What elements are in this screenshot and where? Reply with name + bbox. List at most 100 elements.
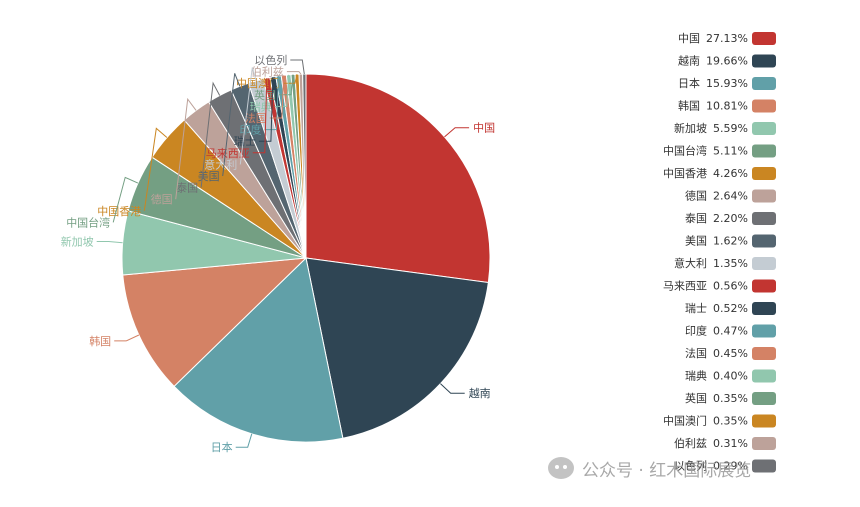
legend-swatch-10: [752, 257, 776, 270]
legend-swatch-8: [752, 212, 776, 225]
legend-swatch-6: [752, 167, 776, 180]
pie-slice-0[interactable]: [305, 73, 491, 284]
legend-swatch-16: [752, 392, 776, 405]
slice-label-6: 中国香港: [97, 205, 141, 218]
legend-item-6[interactable]: 中国香港 4.26%: [663, 167, 776, 180]
leader-line-1: [440, 383, 465, 394]
legend-item-12[interactable]: 瑞士 0.52%: [685, 301, 776, 315]
legend-value: 1.35%: [713, 257, 748, 270]
legend-item-18[interactable]: 伯利兹 0.31%: [674, 436, 776, 450]
legend-item-13[interactable]: 印度 0.47%: [685, 324, 776, 338]
legend-item-7[interactable]: 德国 2.64%: [685, 189, 776, 203]
slice-label-11: 马来西亚: [206, 147, 250, 160]
watermark: 公众号 · 红木国际展览: [548, 453, 751, 483]
legend-label-18: 伯利兹 0.31%: [674, 436, 748, 450]
legend-value: 0.31%: [713, 437, 748, 450]
slice-label-12: 瑞士: [234, 134, 256, 148]
legend-name: 中国: [678, 32, 700, 45]
legend-name: 中国澳门: [663, 414, 707, 428]
pie-labels: 中国越南以色列伯利兹中国澳门英国瑞典法国印度瑞士马来西亚意大利美国泰国德国中国香…: [61, 53, 495, 454]
legend-value: 0.56%: [713, 280, 748, 293]
legend-name: 日本: [678, 76, 700, 90]
legend-value: 0.40%: [713, 370, 748, 383]
legend-value: 0.45%: [713, 347, 748, 360]
legend-label-10: 意大利 1.35%: [674, 256, 748, 270]
slice-label-10: 意大利: [204, 157, 237, 171]
slice-label-4: 新加坡: [61, 235, 94, 249]
legend-item-14[interactable]: 法国 0.45%: [685, 346, 776, 360]
leader-line-2: [235, 433, 253, 448]
legend-item-9[interactable]: 美国 1.62%: [685, 234, 776, 248]
legend-item-5[interactable]: 中国台湾 5.11%: [663, 144, 776, 158]
legend-value: 2.64%: [713, 190, 748, 203]
wechat-logo-icon: [548, 457, 574, 479]
leader-line-12: [258, 76, 274, 142]
pie-slices: [121, 73, 491, 443]
legend-swatch-4: [752, 122, 776, 135]
slice-label-18: 伯利兹: [251, 65, 284, 79]
legend-value: 10.81%: [706, 100, 748, 113]
leader-line-13: [264, 76, 279, 131]
leader-line-18: [286, 71, 302, 75]
slice-label-14: 法国: [245, 111, 267, 125]
legend-item-3[interactable]: 韩国 10.81%: [678, 99, 776, 113]
legend-label-4: 新加坡 5.59%: [674, 121, 748, 135]
legend-swatch-5: [752, 144, 776, 158]
leader-line-3: [114, 334, 140, 342]
slice-label-16: 英国: [254, 88, 276, 102]
pie-slice-2[interactable]: [173, 257, 344, 443]
legend-value: 4.26%: [713, 167, 748, 180]
slice-label-5: 中国台湾: [66, 215, 110, 229]
slice-label-7: 德国: [151, 192, 173, 206]
legend-item-0[interactable]: 中国 27.13%: [678, 32, 776, 45]
legend-swatch-1: [752, 54, 776, 68]
legend-item-4[interactable]: 新加坡 5.59%: [674, 121, 776, 135]
legend-value: 0.47%: [713, 325, 748, 338]
pie-slice-1[interactable]: [305, 257, 489, 439]
legend-item-16[interactable]: 英国 0.35%: [685, 391, 776, 405]
legend: 中国 27.13% 越南 19.66% 日本 15.93% 韩国 10.81% 新加坡 5.59%…: [663, 32, 776, 473]
legend-item-11[interactable]: 马来西亚 0.56%: [663, 279, 776, 293]
slice-label-8: 泰国: [176, 181, 198, 195]
leader-line-15: [274, 74, 290, 107]
legend-item-19[interactable]: 以色列 0.29%: [674, 459, 776, 473]
legend-label-12: 瑞士 0.52%: [685, 301, 748, 315]
legend-label-3: 韩国 10.81%: [678, 99, 748, 113]
legend-value: 19.66%: [706, 55, 748, 68]
legend-label-15: 瑞典 0.40%: [685, 369, 748, 383]
legend-item-8[interactable]: 泰国 2.20%: [685, 211, 776, 225]
legend-label-11: 马来西亚 0.56%: [663, 280, 748, 293]
leader-line-14: [269, 75, 285, 119]
legend-value: 0.35%: [713, 392, 748, 405]
legend-label-17: 中国澳门 0.35%: [663, 414, 748, 428]
legend-swatch-18: [752, 437, 776, 450]
legend-swatch-2: [752, 77, 776, 90]
legend-value: 0.29%: [713, 460, 748, 473]
legend-item-10[interactable]: 意大利 1.35%: [674, 256, 776, 270]
legend-value: 27.13%: [706, 32, 748, 45]
legend-name: 瑞典: [685, 369, 707, 383]
leader-line-4: [96, 241, 123, 244]
legend-value: 5.11%: [713, 145, 748, 158]
legend-label-2: 日本 15.93%: [678, 76, 748, 90]
leader-line-17: [283, 74, 298, 84]
legend-value: 5.59%: [713, 122, 748, 135]
legend-swatch-12: [752, 302, 776, 315]
legend-item-17[interactable]: 中国澳门 0.35%: [663, 414, 776, 428]
legend-item-15[interactable]: 瑞典 0.40%: [685, 369, 776, 383]
legend-item-2[interactable]: 日本 15.93%: [678, 76, 776, 90]
watermark-text: 公众号 · 红木国际展览: [582, 460, 752, 481]
slice-label-3: 韩国: [89, 334, 111, 348]
legend-item-1[interactable]: 越南 19.66%: [678, 54, 776, 68]
legend-value: 2.20%: [713, 212, 748, 225]
legend-name: 意大利: [674, 256, 707, 270]
slice-label-19: 以色列: [254, 53, 287, 67]
leader-line-19: [290, 59, 305, 75]
slice-label-17: 中国澳门: [236, 76, 280, 90]
pie-slice-19[interactable]: [302, 73, 307, 259]
leader-line-9: [222, 73, 241, 177]
legend-label-8: 泰国 2.20%: [685, 211, 748, 225]
legend-name: 韩国: [678, 99, 700, 113]
